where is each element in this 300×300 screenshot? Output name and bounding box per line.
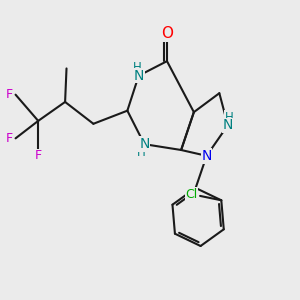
Text: F: F: [34, 149, 42, 162]
Text: H: H: [137, 146, 146, 159]
Text: N: N: [223, 118, 233, 132]
Text: N: N: [134, 69, 144, 83]
Text: N: N: [139, 137, 149, 151]
Text: F: F: [6, 132, 13, 145]
Text: O: O: [161, 26, 173, 41]
Text: N: N: [201, 149, 212, 163]
Text: H: H: [133, 61, 142, 74]
Text: F: F: [6, 88, 13, 101]
Text: Cl: Cl: [185, 188, 198, 201]
Text: H: H: [225, 111, 234, 124]
